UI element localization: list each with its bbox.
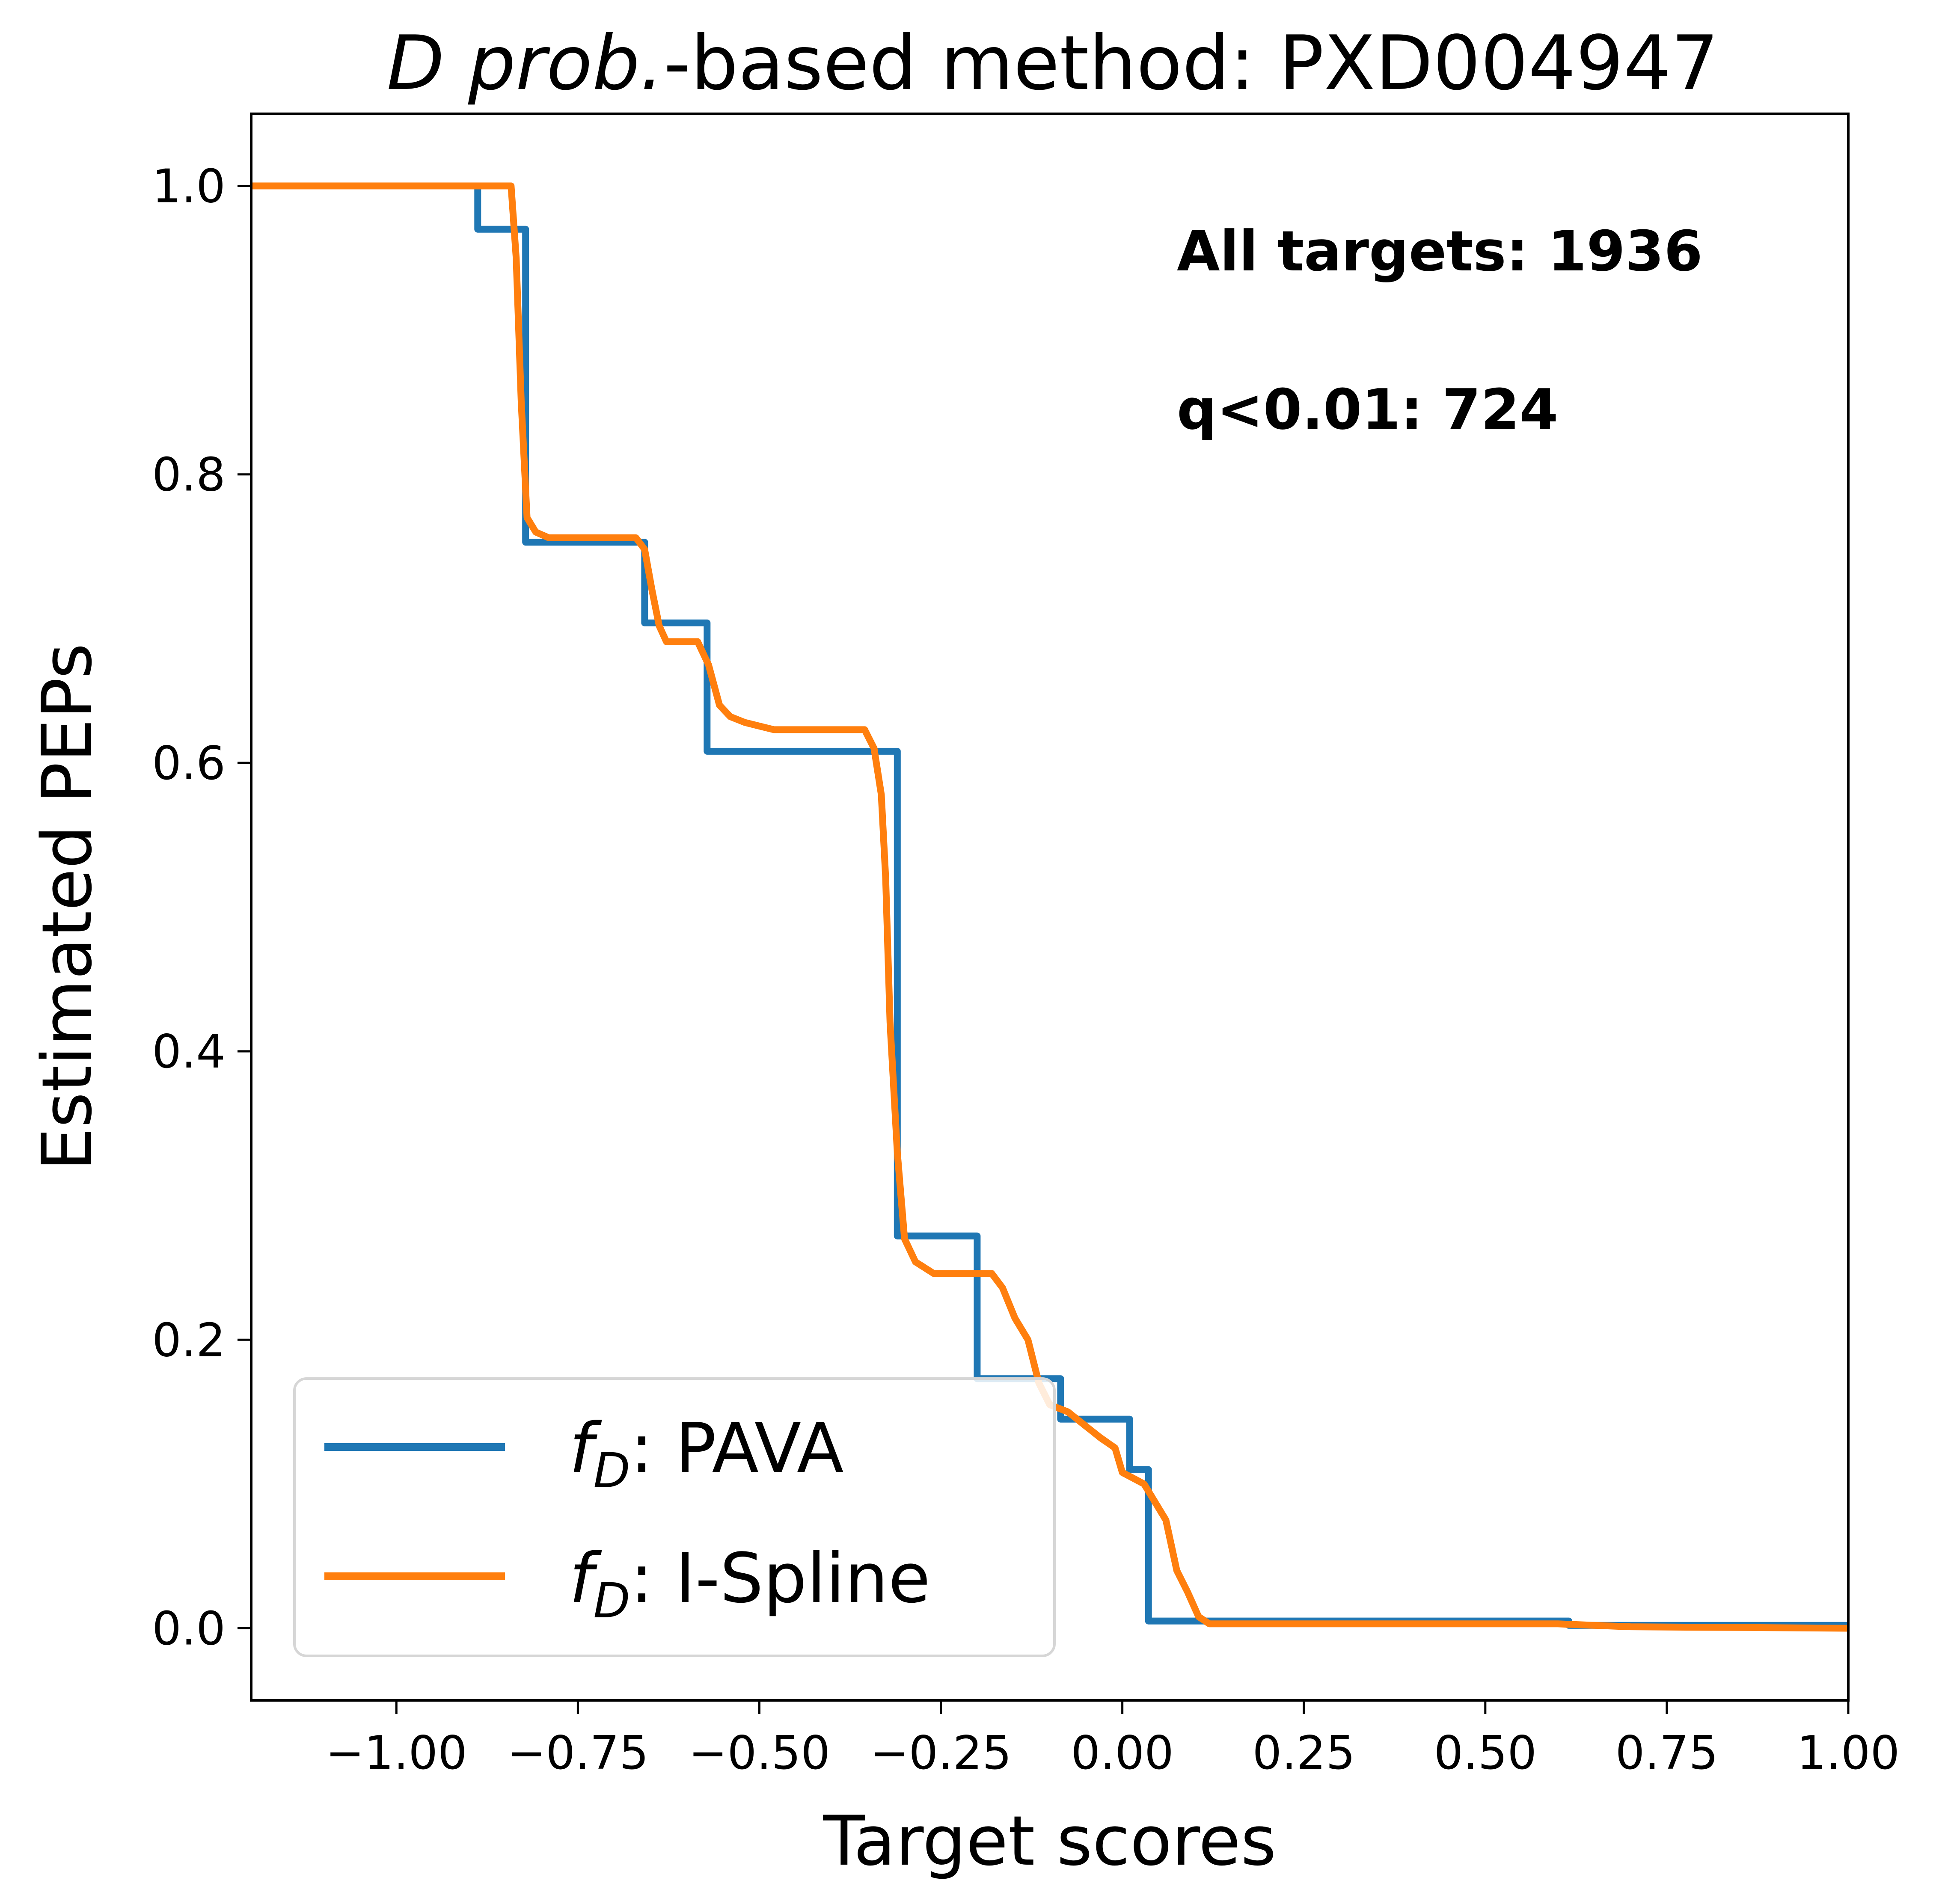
y-tick-label: 0.6 [152, 737, 226, 790]
x-tick-label: −0.75 [507, 1726, 649, 1780]
annotation-all-targets: All targets: 1936 [1177, 219, 1703, 284]
x-axis-label: Target scores [823, 1801, 1276, 1881]
x-tick-label: 0.75 [1615, 1726, 1718, 1780]
series-line-pava [251, 182, 1848, 1629]
y-tick-label: 0.4 [152, 1025, 226, 1079]
annotation-q-threshold: q<0.01: 724 [1177, 377, 1558, 442]
chart-title-rest: -based method: PXD004947 [664, 20, 1719, 107]
legend-sub-pava: D [593, 1443, 630, 1499]
y-tick-label: 0.8 [152, 448, 226, 502]
x-tick-label: −0.25 [870, 1726, 1012, 1780]
x-tick-label: 1.00 [1797, 1726, 1900, 1780]
series-layer [251, 182, 1848, 1632]
y-tick-label: 0.2 [152, 1314, 226, 1367]
legend-sub-ispline: D [593, 1573, 630, 1629]
legend-label-ispline: fD: I-Spline [569, 1538, 930, 1629]
axis-ticks: −1.00 −0.75 −0.50 −0.25 0.00 0.25 0.50 0.75 1.00… [152, 160, 1900, 1780]
chart-title-method: D prob. [387, 20, 664, 107]
x-tick-label: 0.00 [1071, 1726, 1173, 1780]
series-line-ispline [251, 182, 1848, 1632]
x-tick-label: −0.50 [689, 1726, 830, 1780]
x-tick-label: −1.00 [326, 1726, 467, 1780]
x-tick-label: 0.25 [1252, 1726, 1355, 1780]
legend: fD: PAVA fD: I-Spline [293, 1377, 1056, 1657]
legend-text-ispline: : I-Spline [630, 1538, 931, 1618]
x-tick-label: 0.50 [1434, 1726, 1537, 1780]
y-axis-label: Estimated PEPs [27, 643, 107, 1171]
chart-title: D prob.-based method: PXD004947 [387, 20, 1719, 107]
y-tick-label: 0.0 [152, 1602, 226, 1655]
plot-frame [250, 113, 1850, 1702]
y-tick-label: 1.0 [152, 160, 226, 214]
legend-text-pava: : PAVA [630, 1408, 844, 1488]
